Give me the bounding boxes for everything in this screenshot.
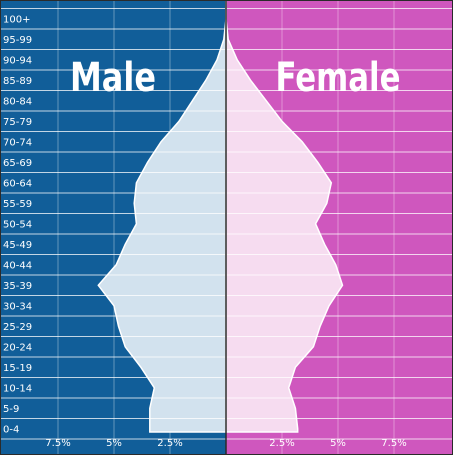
x-axis-ticks: 7.5% 5% 2.5% 2.5% 5% 7.5% <box>45 438 406 449</box>
age-label-90-94: 90-94 <box>3 55 32 66</box>
tick-label-left-2: 2.5% <box>157 438 182 449</box>
age-label-75-79: 75-79 <box>3 117 32 128</box>
age-label-60-64: 60-64 <box>3 178 32 189</box>
age-label-95-99: 95-99 <box>3 35 32 46</box>
tick-label-right-0: 2.5% <box>269 438 294 449</box>
tick-label-left-1: 5% <box>106 438 122 449</box>
age-label-0-4: 0-4 <box>3 424 19 435</box>
age-label-85-89: 85-89 <box>3 76 32 87</box>
tick-label-right-2: 7.5% <box>381 438 406 449</box>
age-label-10-14: 10-14 <box>3 383 32 394</box>
age-label-5-9: 5-9 <box>3 404 19 415</box>
female-population-area <box>225 0 344 433</box>
age-label-65-69: 65-69 <box>3 158 32 169</box>
age-label-55-59: 55-59 <box>3 199 32 210</box>
male-population-area <box>97 0 227 433</box>
age-label-80-84: 80-84 <box>3 96 32 107</box>
age-label-50-54: 50-54 <box>3 219 32 230</box>
age-label-15-19: 15-19 <box>3 363 32 374</box>
female-title: Female <box>276 55 401 101</box>
male-title: Male <box>70 55 156 101</box>
age-label-70-74: 70-74 <box>3 137 32 148</box>
age-label-45-49: 45-49 <box>3 240 32 251</box>
age-label-30-34: 30-34 <box>3 301 32 312</box>
age-label-25-29: 25-29 <box>3 322 32 333</box>
age-label-35-39: 35-39 <box>3 281 32 292</box>
age-label-40-44: 40-44 <box>3 260 32 271</box>
age-group-labels: 100+ 95-99 90-94 85-89 80-84 75-79 70-74 65-69 6… <box>3 14 32 435</box>
age-label-100+: 100+ <box>3 14 30 25</box>
tick-label-right-1: 5% <box>330 438 346 449</box>
age-label-20-24: 20-24 <box>3 342 32 353</box>
tick-label-left-0: 7.5% <box>45 438 70 449</box>
